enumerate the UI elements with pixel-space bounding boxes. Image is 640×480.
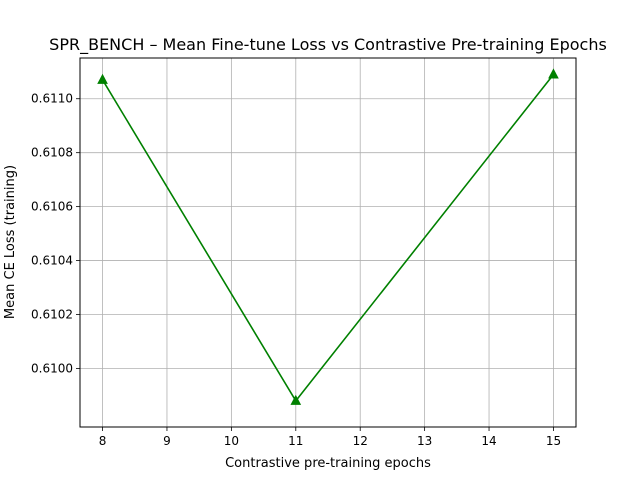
y-axis-label: Mean CE Loss (training) [3,165,18,319]
series-group [97,68,559,405]
x-tick-label: 9 [163,434,171,448]
x-tick-label: 14 [481,434,496,448]
y-tick-label: 0.6106 [31,200,73,214]
y-tick-label: 0.6102 [31,308,73,322]
data-point [97,73,108,84]
data-point [548,68,559,79]
y-tick-label: 0.6100 [31,361,73,375]
x-tick-label: 13 [417,434,432,448]
y-tick-label: 0.6110 [31,92,73,106]
x-axis-ticks: 8 9 10 11 12 13 14 15 [99,427,561,448]
x-tick-label: 11 [288,434,303,448]
y-tick-label: 0.6104 [31,254,73,268]
x-tick-label: 12 [353,434,368,448]
x-axis-label: Contrastive pre-training epochs [225,456,431,471]
x-tick-label: 8 [99,434,107,448]
plot-frame [79,57,577,428]
y-tick-label: 0.6108 [31,146,73,160]
x-tick-label: 15 [546,434,561,448]
chart-title: SPR_BENCH – Mean Fine-tune Loss vs Contr… [49,35,607,55]
y-axis-ticks: 0.6100 0.6102 0.6104 0.6106 0.6108 0.6110 [31,92,80,375]
x-tick-label: 10 [224,434,239,448]
grid [80,58,576,427]
data-point [290,394,302,405]
